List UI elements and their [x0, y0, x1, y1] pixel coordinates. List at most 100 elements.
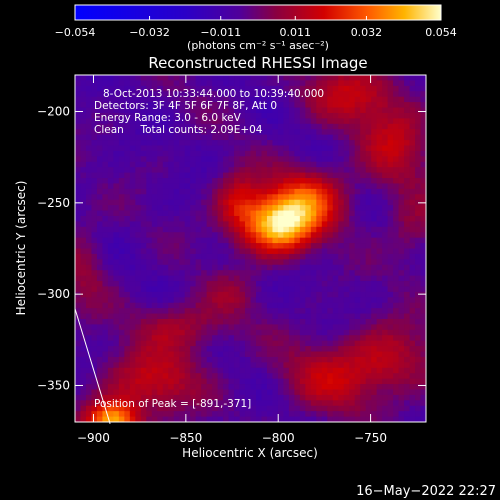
heatmap-cell: [179, 75, 186, 81]
heatmap-cell: [299, 150, 306, 157]
heatmap-cell: [299, 324, 306, 331]
heatmap-cell: [228, 107, 235, 114]
heatmap-cell: [85, 389, 92, 396]
heatmap-cell: [157, 346, 164, 352]
heatmap-cell: [299, 226, 306, 233]
heatmap-cell: [272, 150, 279, 157]
heatmap-cell: [162, 205, 169, 211]
heatmap-cell: [327, 416, 334, 423]
heatmap-cell: [140, 318, 147, 325]
heatmap-cell: [173, 297, 180, 304]
heatmap-cell: [91, 356, 98, 363]
heatmap-cell: [365, 129, 372, 136]
heatmap-cell: [288, 156, 295, 163]
heatmap-cell: [107, 85, 114, 92]
heatmap-cell: [195, 243, 202, 249]
heatmap-cell: [223, 302, 229, 309]
heatmap-cell: [354, 188, 361, 195]
heatmap-cell: [184, 248, 191, 255]
heatmap-cell: [354, 281, 361, 287]
heatmap-cell: [393, 329, 399, 336]
heatmap-cell: [288, 221, 295, 228]
heatmap-cell: [387, 183, 394, 190]
heatmap-cell: [382, 281, 389, 287]
heatmap-cell: [135, 416, 142, 423]
heatmap-cell: [409, 308, 416, 314]
heatmap-cell: [102, 270, 109, 277]
heatmap-cell: [217, 400, 224, 407]
heatmap-cell: [266, 145, 273, 152]
heatmap-cell: [228, 291, 235, 298]
heatmap-cell: [365, 232, 372, 239]
heatmap-cell: [75, 373, 81, 380]
heatmap-cell: [272, 384, 279, 390]
heatmap-cell: [245, 183, 251, 190]
heatmap-cell: [354, 318, 361, 325]
heatmap-cell: [387, 118, 394, 125]
heatmap-cell: [184, 411, 191, 417]
heatmap-cell: [190, 302, 197, 309]
heatmap-cell: [409, 140, 416, 146]
heatmap-cell: [135, 172, 142, 179]
heatmap-cell: [294, 172, 301, 179]
heatmap-cell: [162, 302, 169, 309]
heatmap-cell: [129, 291, 136, 298]
heatmap-cell: [190, 112, 197, 119]
heatmap-cell: [398, 167, 405, 173]
heatmap-cell: [398, 351, 405, 358]
heatmap-cell: [316, 324, 323, 331]
heatmap-cell: [195, 400, 202, 407]
heatmap-cell: [327, 118, 334, 125]
heatmap-cell: [409, 253, 416, 260]
heatmap-cell: [365, 199, 372, 206]
heatmap-cell: [118, 112, 125, 119]
heatmap-cell: [223, 405, 229, 412]
heatmap-cell: [409, 411, 416, 417]
heatmap-cell: [206, 145, 213, 152]
heatmap-cell: [80, 313, 87, 320]
heatmap-cell: [239, 188, 246, 195]
heatmap-cell: [212, 161, 218, 168]
heatmap-cell: [261, 221, 268, 228]
heatmap-cell: [135, 351, 142, 358]
heatmap-cell: [393, 259, 399, 266]
heatmap-cell: [354, 373, 361, 380]
heatmap-cell: [327, 226, 334, 233]
heatmap-cell: [223, 286, 229, 293]
heatmap-cell: [140, 384, 147, 390]
heatmap-cell: [420, 226, 427, 233]
heatmap-cell: [96, 150, 103, 157]
heatmap-cell: [354, 362, 361, 369]
heatmap-cell: [327, 91, 334, 98]
heatmap-cell: [184, 308, 191, 314]
heatmap-cell: [212, 356, 218, 363]
heatmap-cell: [365, 389, 372, 396]
heatmap-cell: [387, 270, 394, 277]
heatmap-cell: [376, 107, 383, 114]
heatmap-cell: [201, 264, 208, 271]
heatmap-cell: [420, 129, 427, 136]
heatmap-cell: [277, 215, 284, 222]
heatmap-cell: [151, 232, 158, 239]
heatmap-cell: [201, 226, 208, 233]
heatmap-cell: [255, 416, 262, 423]
heatmap-cell: [239, 416, 246, 423]
heatmap-cell: [327, 318, 334, 325]
heatmap-cell: [415, 161, 421, 168]
heatmap-cell: [184, 275, 191, 282]
heatmap-cell: [107, 416, 114, 423]
heatmap-cell: [206, 85, 213, 92]
heatmap-cell: [327, 259, 334, 266]
heatmap-cell: [277, 291, 284, 298]
heatmap-cell: [305, 75, 312, 81]
heatmap-cell: [376, 194, 383, 201]
heatmap-cell: [107, 405, 114, 412]
heatmap-cell: [398, 102, 405, 108]
heatmap-cell: [124, 394, 131, 401]
heatmap-cell: [173, 291, 180, 298]
heatmap-cell: [272, 145, 279, 152]
heatmap-cell: [343, 129, 350, 136]
heatmap-cell: [195, 411, 202, 417]
heatmap-cell: [305, 243, 312, 249]
heatmap-cell: [157, 205, 164, 211]
